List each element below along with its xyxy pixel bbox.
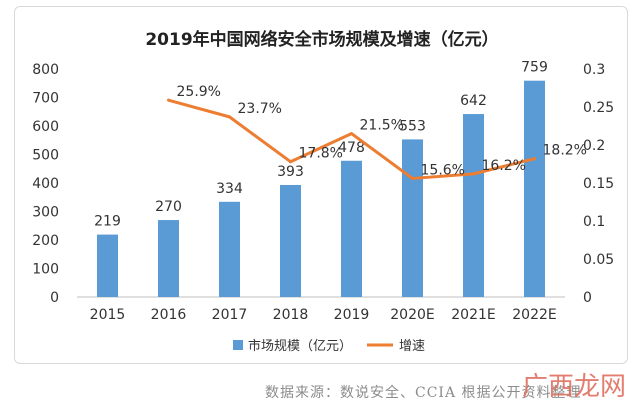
left-axis: 0 100 200 300 400 500 600 700 800: [32, 62, 59, 306]
legend-bar-label: 市场规模（亿元）: [248, 338, 352, 354]
legend-line-label: 增速: [399, 339, 425, 354]
left-axis-tick: 700: [32, 91, 59, 107]
x-tick-2016: 2016: [151, 307, 187, 323]
left-axis-tick: 200: [32, 233, 59, 249]
left-axis-tick: 500: [32, 148, 59, 164]
growth-point-2019: [350, 132, 353, 136]
growth-line-series: [167, 98, 536, 180]
x-tick-2019: 2019: [334, 307, 370, 323]
footer: 数据来源：数说安全、CCIA 根据公开资料整理 广西龙网: [0, 366, 640, 411]
x-tick-2020E: 2020E: [390, 307, 434, 323]
x-tick-2021E: 2021E: [451, 307, 495, 323]
x-tick-2022E: 2022E: [512, 307, 556, 323]
bar-label-2021E: 642: [460, 93, 487, 109]
right-axis-tick: 0.15: [583, 176, 614, 192]
bar-label-2020E: 553: [399, 118, 426, 134]
legend-bar-swatch: [233, 340, 243, 350]
chart-title: 2019年中国网络安全市场规模及增速（亿元）: [145, 29, 498, 50]
growth-point-2016: [167, 98, 170, 102]
bar-2016: [158, 220, 179, 297]
bar-value-labels: 219 270 334 393 478 553 642 759: [94, 60, 548, 230]
growth-point-2018: [289, 160, 292, 164]
right-axis: 0 0.05 0.1 0.15 0.2 0.25 0.3: [583, 62, 614, 306]
bar-label-2019: 478: [338, 140, 365, 156]
growth-label-2020E: 15.6%: [421, 162, 465, 178]
left-axis-tick: 0: [50, 290, 59, 306]
growth-label-2018: 17.8%: [299, 146, 343, 162]
growth-label-2022E: 18.2%: [543, 143, 587, 159]
x-tick-2015: 2015: [90, 307, 126, 323]
watermark-logo: 广西龙网: [521, 372, 626, 402]
bar-label-2018: 393: [277, 164, 304, 180]
right-axis-tick: 0.2: [583, 138, 605, 154]
left-axis-tick: 100: [32, 262, 59, 278]
bar-series: [97, 80, 545, 297]
growth-point-2022E: [533, 157, 536, 161]
right-axis-tick: 0.1: [583, 214, 605, 230]
growth-point-2020E: [411, 176, 414, 180]
legend: 市场规模（亿元） 增速: [233, 338, 425, 354]
right-axis-tick: 0.25: [583, 100, 614, 116]
chart-frame: 2019年中国网络安全市场规模及增速（亿元） 0 100 200 300 400 500 6…: [14, 6, 628, 364]
x-tick-2017: 2017: [212, 307, 248, 323]
growth-point-2021E: [472, 172, 475, 176]
growth-value-labels: 25.9% 23.7% 17.8% 21.5% 15.6% 16.2% 18.2%: [177, 84, 587, 178]
bar-2018: [280, 184, 301, 297]
bar-2017: [219, 201, 240, 297]
right-axis-tick: 0.05: [583, 252, 614, 268]
right-axis-tick: 0.3: [583, 62, 605, 78]
bar-2019: [341, 160, 362, 297]
x-tick-2018: 2018: [273, 307, 309, 323]
bar-label-2016: 270: [155, 199, 182, 215]
bar-label-2015: 219: [94, 214, 121, 230]
bar-2015: [97, 234, 118, 297]
growth-label-2019: 21.5%: [360, 118, 404, 134]
growth-point-2017: [228, 115, 231, 119]
growth-label-2021E: 16.2%: [482, 158, 526, 174]
growth-label-2017: 23.7%: [238, 101, 282, 117]
growth-label-2016: 25.9%: [177, 84, 221, 100]
right-axis-tick: 0: [583, 290, 592, 306]
bar-label-2017: 334: [216, 181, 243, 197]
source-note: 数据来源：数说安全、CCIA 根据公开资料整理: [265, 385, 582, 401]
bar-2021E: [463, 114, 484, 297]
left-axis-tick: 600: [32, 119, 59, 135]
chart-canvas: 2019年中国网络安全市场规模及增速（亿元） 0 100 200 300 400 500 6…: [32, 29, 614, 354]
bar-2022E: [524, 80, 545, 297]
x-axis-labels: 2015 2016 2017 2018 2019 2020E 2021E 2022E: [90, 307, 557, 323]
bar-label-2022E: 759: [521, 60, 548, 76]
left-axis-tick: 800: [32, 62, 59, 78]
left-axis-tick: 300: [32, 205, 59, 221]
left-axis-tick: 400: [32, 176, 59, 192]
